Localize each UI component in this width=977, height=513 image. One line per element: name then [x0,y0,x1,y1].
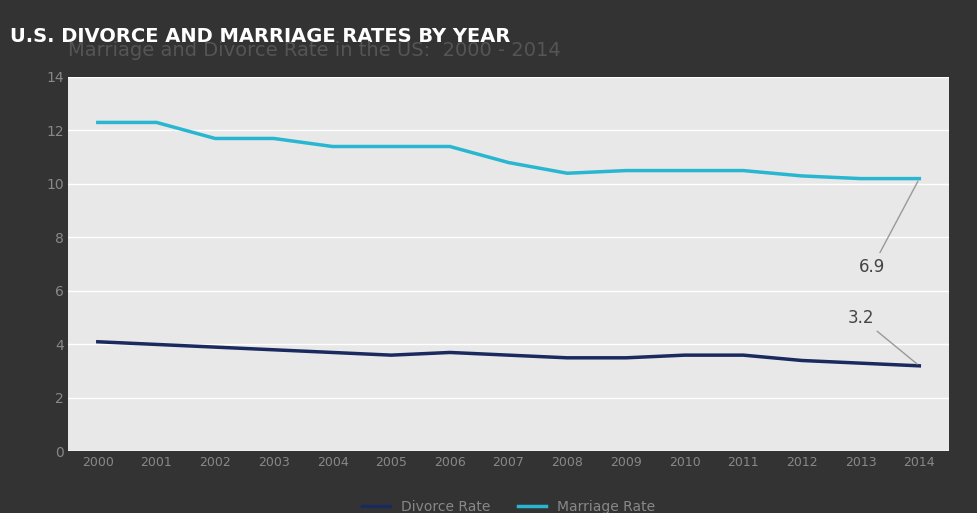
Text: 3.2: 3.2 [846,309,916,364]
Text: 6.9: 6.9 [859,181,917,276]
Text: Marriage and Divorce Rate in the US:  2000 - 2014: Marriage and Divorce Rate in the US: 200… [68,41,561,60]
Text: U.S. DIVORCE AND MARRIAGE RATES BY YEAR: U.S. DIVORCE AND MARRIAGE RATES BY YEAR [10,27,510,46]
Legend: Divorce Rate, Marriage Rate: Divorce Rate, Marriage Rate [356,495,660,513]
